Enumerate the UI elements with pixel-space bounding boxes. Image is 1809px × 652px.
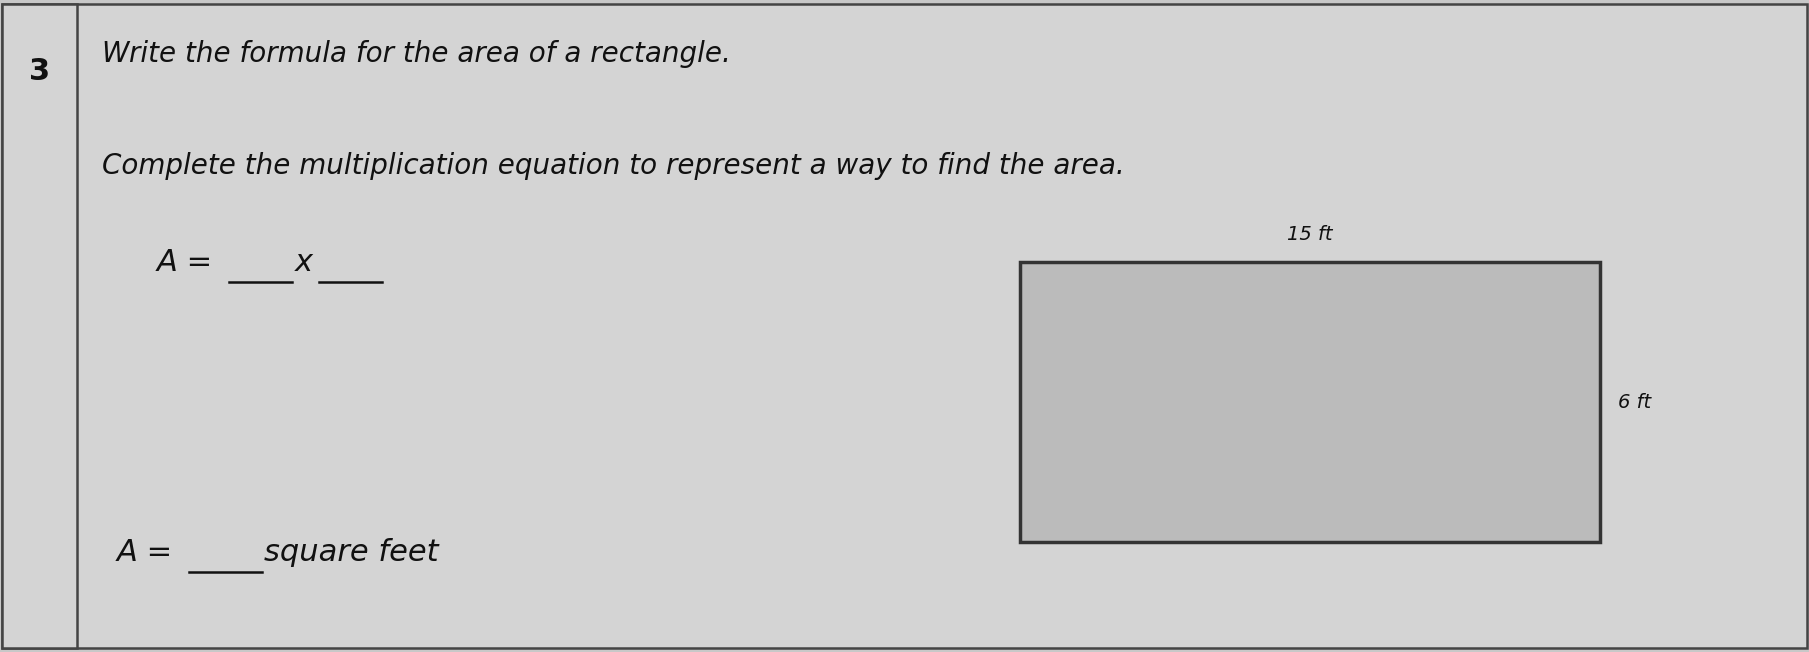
Text: Complete the multiplication equation to represent a way to find the area.: Complete the multiplication equation to … [101, 152, 1125, 180]
Text: 3: 3 [29, 57, 51, 86]
Text: A =: A = [157, 248, 213, 277]
Bar [2, 4, 78, 648]
Text: x: x [295, 248, 313, 277]
Text: Write the formula for the area of a rectangle.: Write the formula for the area of a rect… [101, 40, 731, 68]
Text: 15 ft: 15 ft [1288, 224, 1333, 243]
Bar [1020, 262, 1599, 542]
Text: A =: A = [118, 538, 174, 567]
Text: square feet: square feet [264, 538, 438, 567]
Text: 6 ft: 6 ft [1617, 393, 1652, 411]
